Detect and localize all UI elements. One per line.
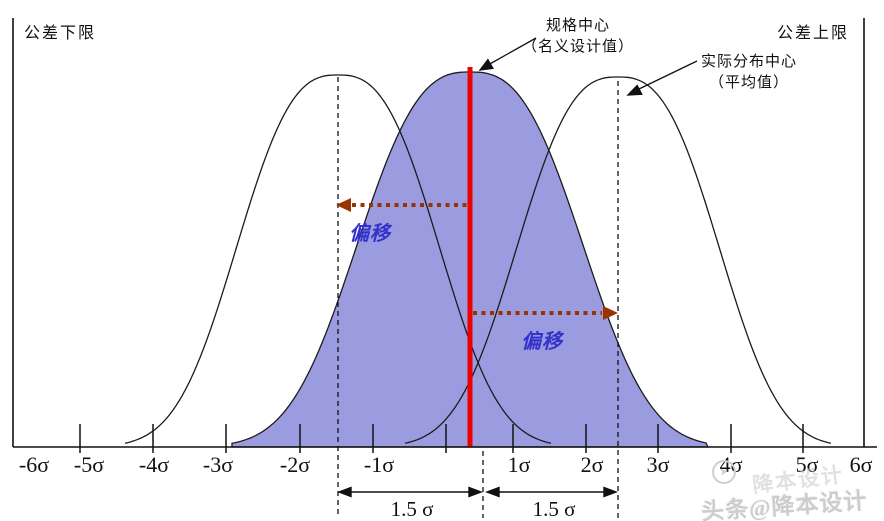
- actual-center-annotation-line2: （平均值）: [708, 75, 790, 91]
- shift-left-arrowhead-icon: [336, 198, 351, 212]
- axis-tick-label: 4σ: [719, 452, 743, 477]
- spec-center-pointer-arrowhead-icon: [478, 58, 494, 71]
- spec-center-annotation: 规格中心 （名义设计值）: [522, 16, 634, 58]
- spec-center-annotation-line2: （名义设计值）: [521, 39, 635, 55]
- axis-tick-label: 1σ: [507, 452, 531, 477]
- annotation-arrows: [478, 37, 698, 96]
- axis-tick-label: 2σ: [580, 452, 604, 477]
- lower-tolerance-label: 公差下限: [24, 25, 97, 42]
- actual-center-annotation-line1: 实际分布中心: [700, 54, 798, 70]
- dim-left-end-arrowhead-icon: [468, 486, 483, 498]
- axis-tick-label: 5σ: [795, 452, 819, 477]
- right-shifted-distribution-curve: [404, 76, 832, 444]
- axis-tick-label: -6σ: [18, 452, 50, 477]
- axis-tick-label: -5σ: [73, 452, 105, 477]
- dimension-arrows: [337, 486, 618, 498]
- axis-tick-label: -2σ: [279, 452, 311, 477]
- spec-center-annotation-line1: 规格中心: [545, 18, 611, 34]
- dim-left-label: 1.5 σ: [390, 497, 434, 521]
- axis-tick-label: 3σ: [646, 452, 670, 477]
- dim-left-start-arrowhead-icon: [337, 486, 352, 498]
- spec-center-pointer-line: [487, 37, 537, 66]
- shift-right-arrowhead-icon: [603, 306, 618, 320]
- axis-tick-label: -1σ: [363, 452, 395, 477]
- actual-center-pointer-line: [638, 60, 698, 90]
- axis-tick-label: -3σ: [202, 452, 234, 477]
- axis-ticks: [79, 424, 804, 453]
- dim-right-label: 1.5 σ: [532, 497, 576, 521]
- dim-right-end-arrowhead-icon: [603, 486, 618, 498]
- dim-right-start-arrowhead-icon: [485, 486, 500, 498]
- shift-dotted-arrows: [336, 198, 618, 320]
- axis-tick-label: -4σ: [138, 452, 170, 477]
- upper-tolerance-label: 公差上限: [777, 25, 850, 42]
- actual-center-pointer-arrowhead-icon: [626, 84, 643, 96]
- left-shifted-distribution-curve: [124, 74, 552, 444]
- actual-center-annotation: 实际分布中心 （平均值）: [701, 52, 797, 94]
- shift-left-label: 偏移: [349, 223, 391, 245]
- axis-tick-label: 6σ: [849, 452, 873, 477]
- shift-right-label: 偏移: [521, 331, 563, 353]
